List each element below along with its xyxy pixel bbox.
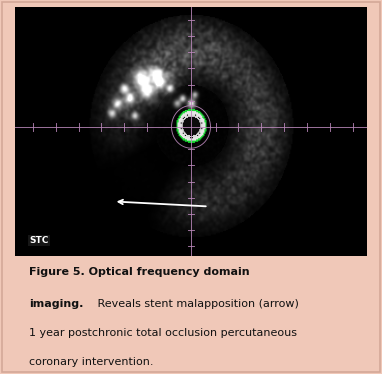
Text: Figure 5. Optical frequency domain: Figure 5. Optical frequency domain (29, 267, 250, 276)
Text: STC: STC (29, 236, 49, 245)
Text: Reveals stent malapposition (arrow): Reveals stent malapposition (arrow) (94, 298, 299, 309)
Text: 1 year postchronic total occlusion percutaneous: 1 year postchronic total occlusion percu… (29, 328, 297, 338)
Text: coronary intervention.: coronary intervention. (29, 357, 154, 367)
Text: imaging.: imaging. (29, 298, 84, 309)
